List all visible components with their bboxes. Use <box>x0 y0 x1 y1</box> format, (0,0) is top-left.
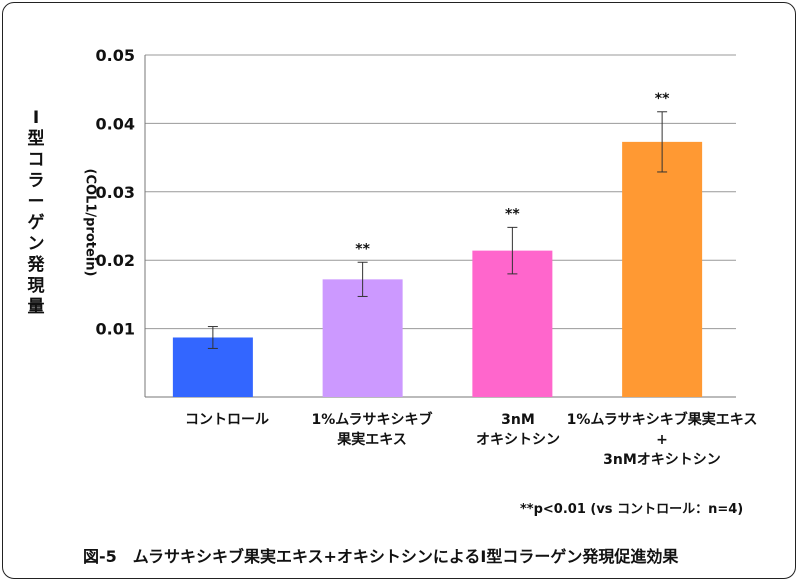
y-label-char: ゲ <box>27 213 45 233</box>
y-label-char: 型 <box>27 129 45 149</box>
category-label-line: 3nM <box>501 412 535 428</box>
y-label-char: Ⅰ <box>32 108 40 128</box>
y-tick-label: 0.05 <box>96 46 135 65</box>
category-label-line: 1%ムラサキシキブ果実エキス <box>566 412 758 428</box>
y-label-char: コ <box>27 150 45 170</box>
category-label-line: 3nMオキシトシン <box>603 452 721 468</box>
category-label-line: コントロール <box>185 412 269 428</box>
figure-caption: 図-5 ムラサキシキブ果実エキス+オキシトシンによるⅠ型コラーゲン発現促進効果 <box>83 547 679 566</box>
y-axis-unit-label: (COL1/protein) <box>82 168 98 277</box>
category-label-line: 果実エキス <box>337 432 407 448</box>
bar <box>322 279 403 397</box>
y-label-char: 発 <box>27 255 45 275</box>
category-label-line: + <box>656 432 668 448</box>
y-tick-label: 0.02 <box>96 251 135 270</box>
y-tick-label: 0.04 <box>96 114 135 133</box>
category-label-control: コントロール <box>127 410 327 430</box>
y-tick-label: 0.03 <box>96 183 135 202</box>
y-axis-label: Ⅰ 型 コ ラ ー ゲ ン 発 現 量 <box>22 108 50 318</box>
category-label-oxytocin: 3nM オキシトシン <box>418 410 618 450</box>
category-label-line: オキシトシン <box>476 432 560 448</box>
category-label-combination: 1%ムラサキシキブ果実エキス + 3nMオキシトシン <box>562 410 762 470</box>
y-label-char: ー <box>27 192 45 212</box>
bar <box>472 250 553 397</box>
significance-marker: ** <box>505 206 520 222</box>
significance-footnote: **p<0.01 (vs コントロール：n=4) <box>520 502 744 517</box>
significance-marker: ** <box>355 241 370 257</box>
category-label-extract: 1%ムラサキシキブ 果実エキス <box>272 410 472 450</box>
category-label-line: 1%ムラサキシキブ <box>311 412 433 428</box>
y-label-char: ラ <box>27 171 45 191</box>
y-tick-label: 0.01 <box>96 320 135 339</box>
significance-marker: ** <box>655 91 670 107</box>
y-label-char: 現 <box>27 276 45 296</box>
y-label-char: 量 <box>27 297 45 317</box>
bar <box>622 141 703 397</box>
y-label-char: ン <box>27 234 45 254</box>
